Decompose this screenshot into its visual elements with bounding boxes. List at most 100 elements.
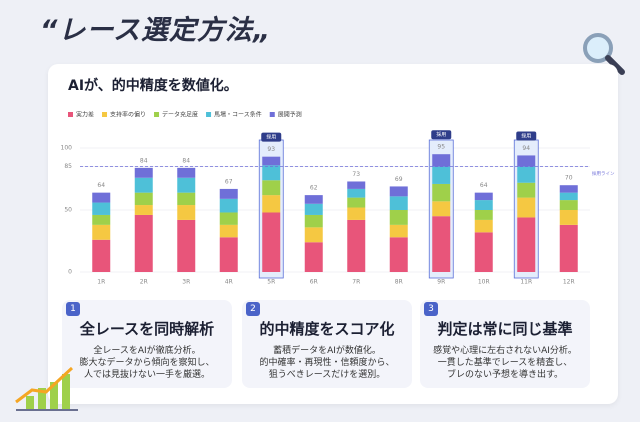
bar-segment [177, 192, 196, 206]
feature-text: 的中確率・再現性・信頼度から、 [259, 358, 395, 368]
feature-title: 全レースを同時解析 [79, 320, 215, 338]
bar-segment [262, 195, 281, 213]
bar-segment [177, 167, 196, 178]
bar-segment [347, 181, 366, 189]
bar-segment [347, 207, 366, 220]
bar-segment [92, 214, 111, 225]
total-label: 84 [182, 157, 190, 164]
bar-segment [432, 154, 451, 167]
bar-segment [389, 210, 408, 225]
bar-segment [304, 195, 323, 204]
chart: AIが、的中精度を数値化。 実力差 支持率の偏り データ充足度 馬場・コース条件 展開予… [61, 77, 615, 286]
bar-segment [389, 186, 408, 197]
badge-label: 採用 [436, 131, 446, 138]
total-label: 93 [267, 146, 275, 153]
bar-segment [92, 192, 111, 203]
chart-title: AIが、的中精度を数値化。 [68, 77, 238, 94]
bar-segment [432, 166, 451, 184]
bar-segment [517, 166, 536, 183]
x-tick-label: 3R [182, 279, 190, 286]
bar-segment [177, 219, 196, 272]
legend-swatch [206, 112, 212, 117]
bar-segment [389, 196, 408, 210]
bar-segment [134, 214, 153, 272]
x-tick-label: 2R [140, 279, 148, 286]
bar-segment [92, 202, 111, 215]
feature-text: 蓄積データをAIが数値化。 [273, 346, 381, 356]
bar-segment [389, 237, 408, 272]
bar-segment [432, 216, 451, 272]
bar-segment [559, 200, 578, 210]
bar-segment [262, 165, 281, 181]
badge-label: 採用 [266, 134, 276, 141]
bar-segment [559, 224, 578, 272]
y-tick-label: 0 [68, 269, 72, 276]
bar-segment [304, 227, 323, 243]
bar-segment [474, 200, 493, 210]
x-tick-label: 6R [310, 279, 318, 286]
bar-segment [347, 188, 366, 198]
legend-label: 馬場・コース条件 [214, 111, 262, 119]
bar-segment [517, 155, 536, 167]
bar-segment [559, 185, 578, 193]
bar-segment [304, 242, 323, 272]
legend-swatch [68, 112, 73, 117]
legend-label: 展開予測 [278, 111, 302, 119]
total-label: 94 [522, 145, 530, 152]
bar-segment [432, 201, 451, 217]
bar-segment [559, 210, 578, 225]
bar-segment [219, 198, 238, 213]
bar-segment [517, 182, 536, 198]
bar-segment [304, 203, 323, 215]
bar-segment [262, 212, 281, 272]
feature-title: 的中精度をスコア化 [259, 320, 395, 338]
bar-segment [219, 212, 238, 225]
bar-segment [262, 180, 281, 196]
bar-segment [517, 197, 536, 218]
bar-segment [92, 239, 111, 272]
x-tick-label: 4R [225, 279, 233, 286]
feature-number: 2 [246, 302, 260, 316]
x-tick-label: 5R [267, 279, 275, 286]
legend-label: 支持率の偏り [110, 111, 146, 119]
bar-segment [474, 210, 493, 220]
bar-segment [177, 205, 196, 220]
bar-segment [389, 224, 408, 238]
y-tick-label: 50 [64, 207, 72, 214]
feature-text: 人では見抜けない一手を厳選。 [83, 370, 210, 380]
y-tick-label: 100 [61, 145, 73, 152]
bar-segment [262, 156, 281, 166]
bar-segment [517, 217, 536, 272]
badge [261, 132, 282, 142]
bar-segment [474, 192, 493, 201]
bar-segment [219, 224, 238, 238]
bar-segment [304, 214, 323, 228]
magnifier-icon [583, 33, 625, 75]
total-label: 70 [565, 175, 573, 182]
feature-title: 判定は常に同じ基準 [437, 320, 573, 338]
growth-icon [15, 366, 78, 411]
feature-text: ブレのない予想を導き出す。 [446, 370, 564, 380]
x-tick-label: 12R [563, 279, 575, 286]
feature-number: 3 [424, 302, 438, 316]
bar-segment [219, 237, 238, 272]
bar-segment [92, 224, 111, 240]
page-title: “レース選定方法„ [40, 15, 272, 46]
total-label: 62 [310, 185, 318, 192]
bar-segment [559, 192, 578, 201]
feature-text: 全レースをAIが徹底分析。 [93, 346, 201, 356]
bar-segment [134, 205, 153, 215]
legend-label: データ充足度 [162, 111, 198, 119]
x-tick-label: 8R [395, 279, 403, 286]
x-tick-label: 9R [437, 279, 445, 286]
legend-swatch [269, 112, 275, 117]
total-label: 67 [225, 178, 233, 185]
y-tick-label: 85 [64, 163, 72, 170]
total-label: 73 [352, 171, 360, 178]
bar-segment [474, 219, 493, 233]
legend-label: 実力差 [76, 111, 94, 119]
legend-swatch [154, 112, 160, 117]
threshold-label: 採用ライン [592, 170, 615, 177]
feature-text: 狙うべきレースだけを選別。 [268, 370, 386, 380]
